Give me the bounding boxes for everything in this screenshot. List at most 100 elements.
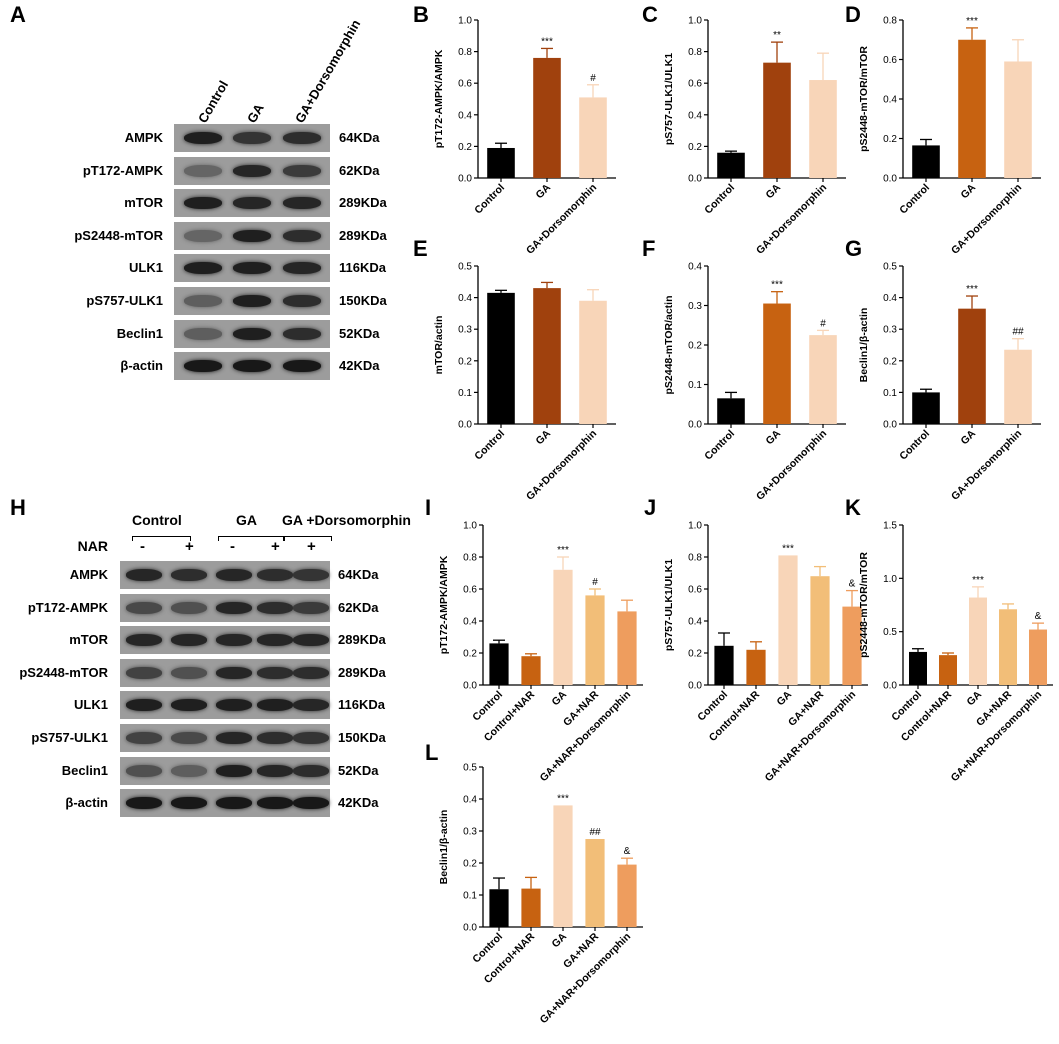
panel-label-b: B (413, 2, 429, 27)
significance-label: & (849, 579, 856, 590)
significance-label: & (624, 846, 631, 857)
kda-label: 62KDa (338, 599, 379, 615)
y-tick-label: 0.4 (463, 795, 477, 806)
y-tick-label: 0.2 (883, 134, 897, 145)
y-tick-label: 0.2 (463, 859, 477, 870)
bar (1029, 629, 1047, 685)
bar (958, 308, 986, 424)
protein-band (293, 634, 329, 647)
x-tick-label: GA (763, 181, 783, 201)
protein-label: mTOR (69, 632, 108, 648)
bar (1004, 349, 1032, 424)
bar (487, 292, 515, 424)
y-tick-label: 0.5 (883, 262, 897, 273)
blot-strip (120, 561, 330, 589)
x-tick-label: GA (533, 427, 553, 447)
protein-band (126, 797, 162, 810)
significance-label: ## (1012, 327, 1024, 338)
protein-band (171, 797, 207, 810)
y-tick-label: 0.5 (463, 763, 477, 774)
y-tick-label: 0.0 (688, 681, 702, 692)
protein-band (171, 569, 207, 581)
y-tick-label: 0.0 (463, 923, 477, 934)
protein-band (257, 699, 293, 712)
protein-band (283, 295, 321, 307)
group-header: GA +Dorsomorphin (282, 512, 411, 528)
y-tick-label: 0.3 (458, 325, 472, 336)
bar (533, 57, 561, 178)
y-tick-label: 0.4 (463, 617, 477, 628)
bar (842, 606, 862, 685)
protein-label: ULK1 (129, 260, 163, 276)
protein-band (257, 797, 293, 810)
y-axis-label: pT172-AMPK/AMPK (438, 555, 450, 654)
protein-band (216, 666, 252, 679)
panel-label-h: H (10, 495, 26, 520)
x-tick-label: Control (702, 182, 737, 217)
nar-sign: - (230, 538, 235, 555)
protein-band (126, 666, 162, 679)
y-tick-label: 1.0 (688, 521, 702, 532)
nar-sign: + (307, 538, 316, 555)
bar (717, 152, 745, 178)
bar (521, 656, 541, 685)
bar (487, 147, 515, 178)
y-tick-label: 0.4 (688, 617, 702, 628)
panel-label-c: C (642, 2, 658, 27)
bar (746, 649, 766, 685)
protein-band (184, 229, 222, 242)
kda-label: 64KDa (339, 130, 380, 145)
y-tick-label: 0.2 (458, 356, 472, 367)
group-header: GA (236, 512, 257, 528)
x-tick-label: GA (774, 688, 794, 708)
kda-label: 150KDa (338, 730, 386, 745)
kda-label: 42KDa (338, 795, 379, 811)
panel-label-d: D (845, 2, 861, 27)
protein-band (283, 164, 321, 177)
protein-band (257, 666, 293, 679)
protein-band (216, 699, 252, 712)
protein-band (283, 327, 321, 340)
blot-strip (174, 156, 330, 185)
bar (579, 97, 607, 178)
blot-strip (174, 319, 330, 348)
bar (617, 611, 637, 685)
protein-band (216, 601, 252, 614)
bar (778, 555, 798, 685)
y-tick-label: 0.0 (883, 681, 897, 692)
protein-band (184, 132, 222, 144)
significance-label: *** (771, 280, 783, 291)
kda-label: 289KDa (338, 664, 386, 680)
y-tick-label: 0.0 (883, 174, 897, 185)
kda-label: 52KDa (339, 325, 380, 341)
blot-strip (174, 124, 330, 152)
bar (489, 643, 509, 685)
y-axis-label: pS757-ULK1/ULK1 (663, 559, 675, 651)
x-tick-label: GA (958, 427, 978, 447)
y-tick-label: 0.3 (883, 325, 897, 336)
significance-label: *** (557, 545, 569, 556)
y-tick-label: 0.1 (883, 388, 897, 399)
blot-strip (120, 658, 330, 687)
y-tick-label: 0.2 (688, 142, 702, 153)
x-tick-label: GA (533, 181, 553, 201)
protein-band (293, 569, 329, 581)
panel-label-g: G (845, 236, 863, 261)
y-axis-label: pT172-AMPK/AMPK (433, 49, 445, 148)
y-axis-label: pS2448-mTOR/mTOR (858, 552, 870, 658)
protein-band (257, 764, 293, 777)
y-tick-label: 0.6 (883, 55, 897, 66)
significance-label: *** (972, 575, 984, 586)
group-bracket (218, 536, 284, 541)
bar (617, 864, 637, 927)
protein-label: pS2448-mTOR (19, 664, 108, 680)
protein-band (283, 197, 321, 210)
significance-label: *** (557, 793, 569, 804)
protein-band (171, 699, 207, 712)
kda-label: 62KDa (339, 162, 380, 178)
nar-label: NAR (77, 538, 108, 554)
kda-label: 116KDa (339, 260, 386, 276)
y-axis-label: pS2448-mTOR/actin (663, 295, 675, 394)
nar-sign: + (271, 538, 280, 555)
